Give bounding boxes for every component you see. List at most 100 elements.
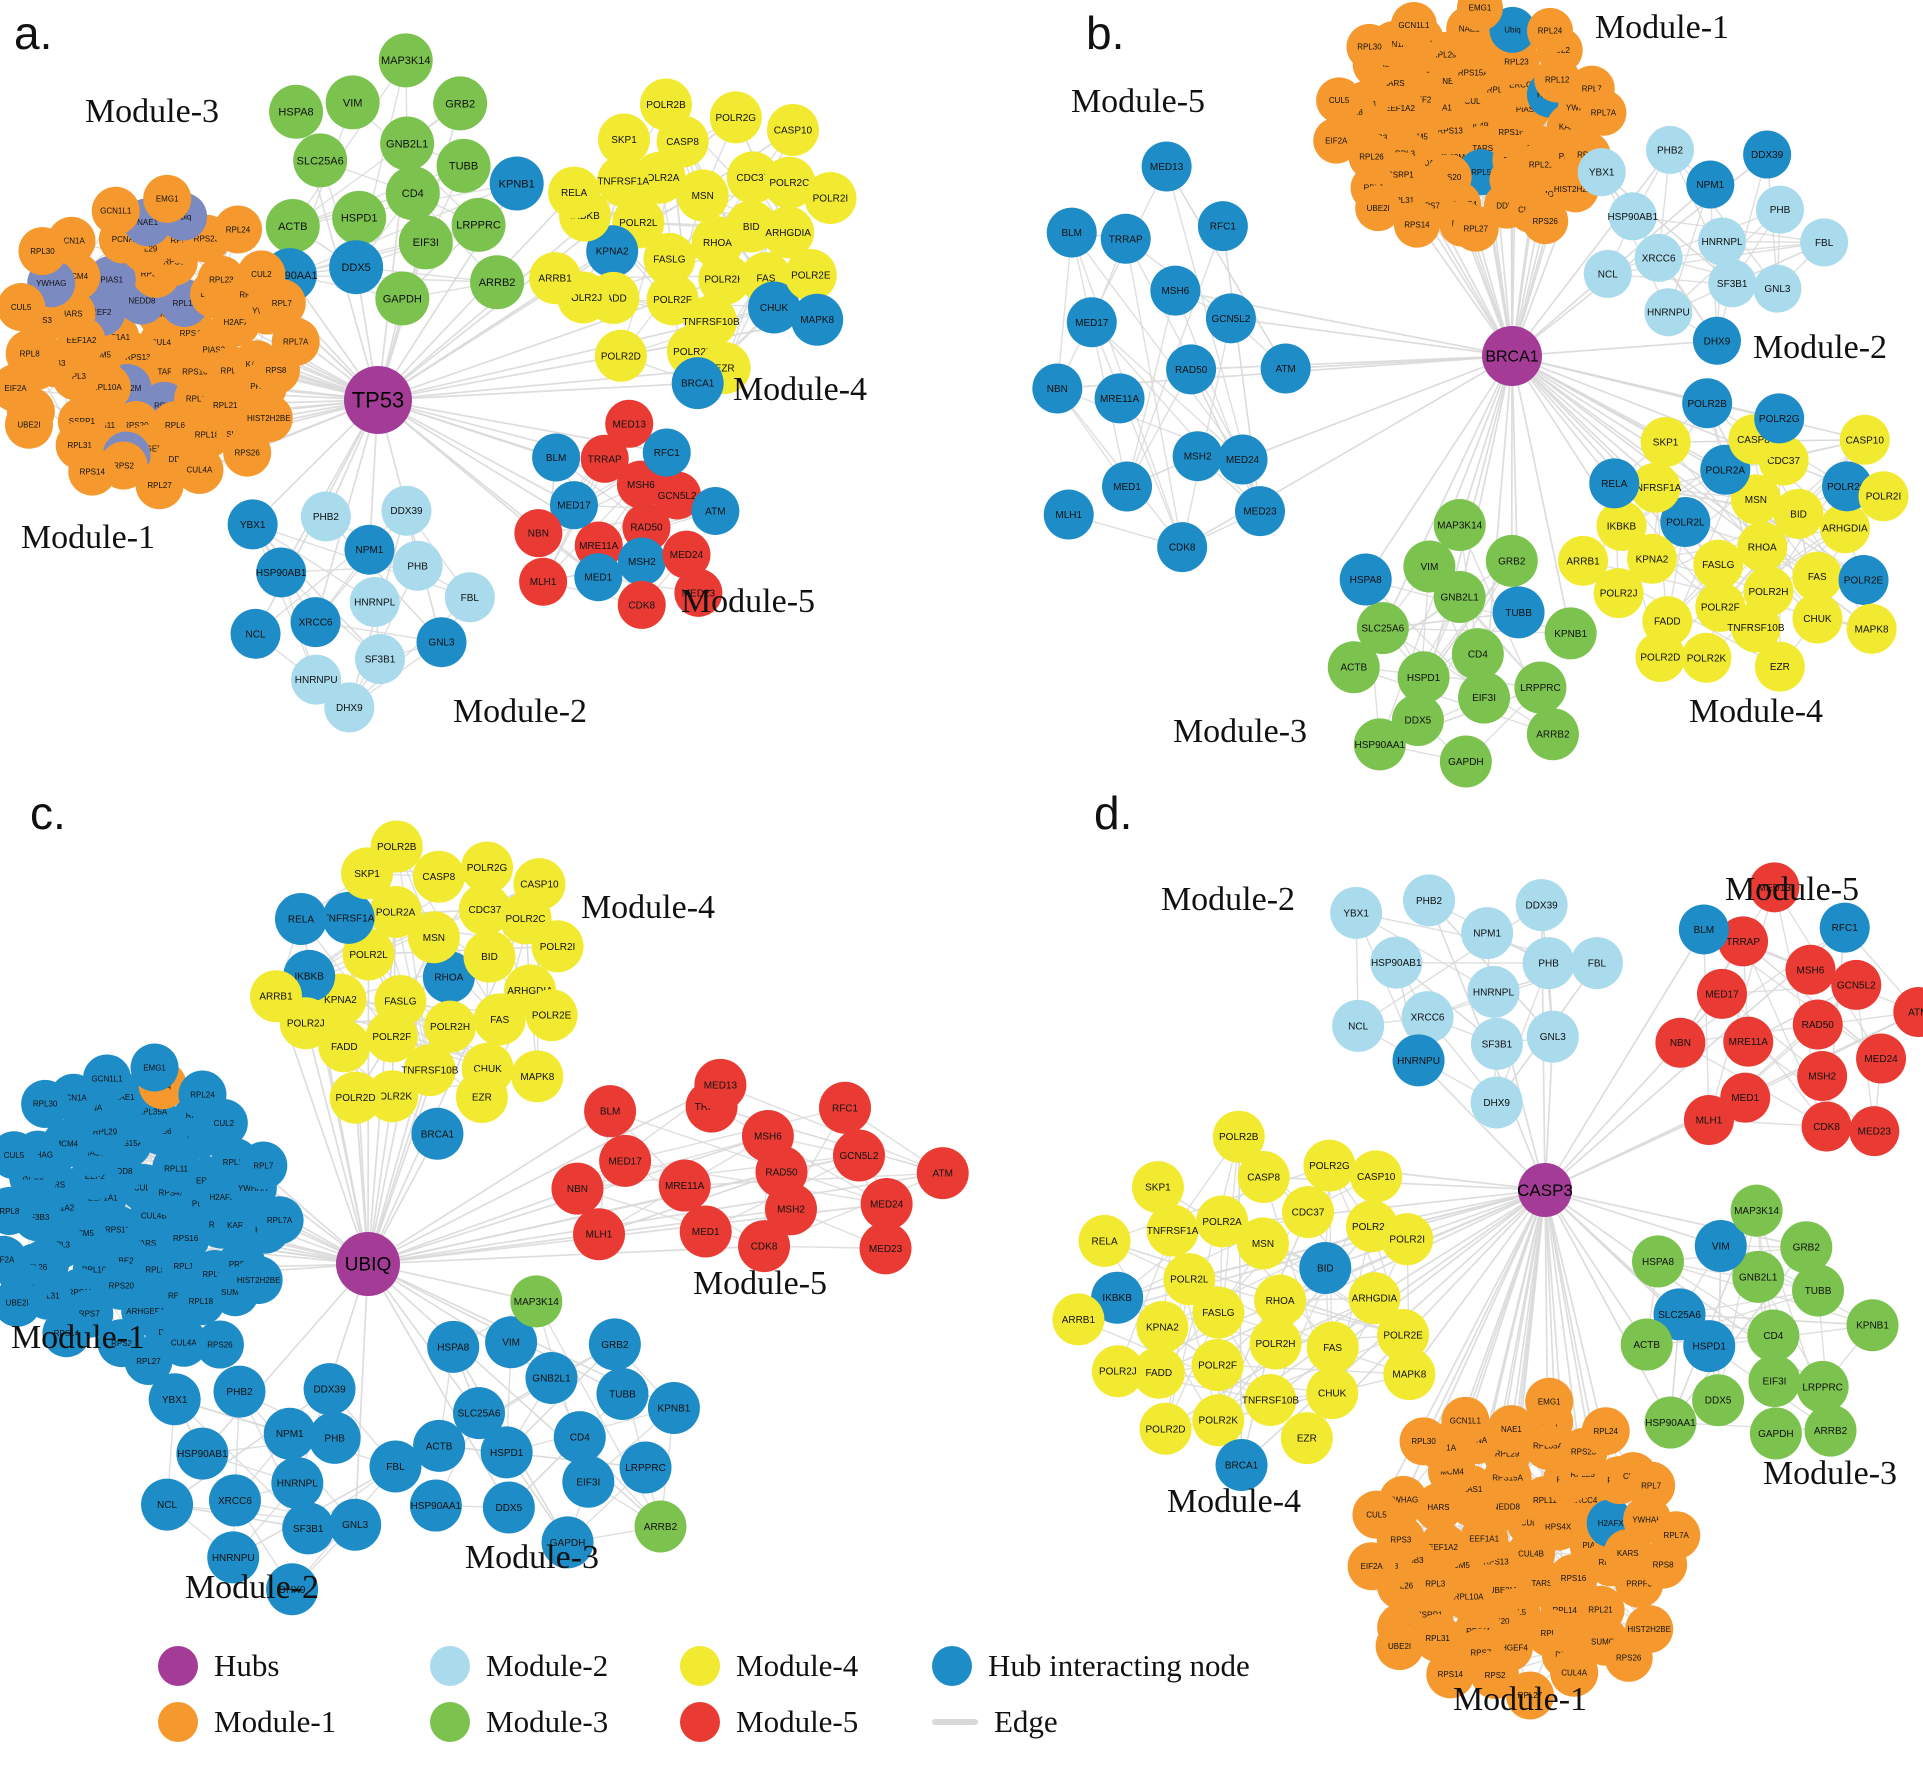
- node-circle[interactable]: [1596, 500, 1647, 551]
- node-hnrnpl[interactable]: HNRNPL: [1467, 965, 1520, 1018]
- node-eif2a[interactable]: EIF2A: [1347, 1542, 1396, 1591]
- node-casp10[interactable]: CASP10: [1350, 1150, 1403, 1203]
- node-circle[interactable]: [1043, 489, 1094, 540]
- node-circle[interactable]: [482, 1481, 535, 1534]
- node-circle[interactable]: [329, 1498, 382, 1551]
- node-msh6[interactable]: MSH6: [741, 1110, 794, 1163]
- node-polr2d[interactable]: POLR2D: [594, 329, 647, 382]
- node-circle[interactable]: [207, 1531, 260, 1584]
- node-phb[interactable]: PHB: [308, 1411, 361, 1464]
- node-kpnb1[interactable]: KPNB1: [489, 156, 544, 211]
- node-sf3b1[interactable]: SF3B1: [355, 634, 406, 685]
- node-trrap[interactable]: TRRAP: [580, 434, 629, 483]
- node-npm1[interactable]: NPM1: [1686, 160, 1735, 209]
- node-circle[interactable]: [588, 1318, 641, 1371]
- node-cul4a[interactable]: CUL4A: [159, 1318, 208, 1367]
- node-circle[interactable]: [1451, 628, 1504, 681]
- node-eif2a[interactable]: EIF2A: [1313, 117, 1360, 164]
- node-circle[interactable]: [282, 1502, 335, 1555]
- node-bid[interactable]: BID: [463, 930, 516, 983]
- node-msh2[interactable]: MSH2: [617, 537, 666, 586]
- node-rpl27[interactable]: RPL27: [1452, 205, 1499, 252]
- node-circle[interactable]: [485, 1316, 538, 1369]
- node-circle[interactable]: [1644, 288, 1693, 337]
- node-hspd1[interactable]: HSPD1: [1397, 651, 1450, 704]
- node-circle[interactable]: [1773, 488, 1824, 539]
- node-circle[interactable]: [244, 394, 293, 443]
- node-circle[interactable]: [416, 617, 467, 668]
- node-med1[interactable]: MED1: [1102, 461, 1153, 512]
- node-circle[interactable]: [318, 1020, 371, 1073]
- node-gcn5l2[interactable]: GCN5L2: [653, 471, 702, 520]
- node-circle[interactable]: [1046, 207, 1097, 258]
- node-circle[interactable]: [470, 255, 525, 310]
- node-circle[interactable]: [422, 950, 475, 1003]
- node-circle[interactable]: [691, 487, 740, 536]
- node-polr2b[interactable]: POLR2B: [1682, 378, 1733, 429]
- node-arrb1[interactable]: ARRB1: [1558, 535, 1609, 586]
- node-grb2[interactable]: GRB2: [433, 76, 488, 131]
- node-polr2b[interactable]: POLR2B: [1212, 1110, 1265, 1163]
- node-circle[interactable]: [1166, 344, 1217, 395]
- node-circle[interactable]: [617, 537, 666, 586]
- node-circle[interactable]: [1260, 343, 1311, 394]
- node-circle[interactable]: [860, 1177, 913, 1230]
- node-circle[interactable]: [1356, 602, 1409, 655]
- node-lrpprc[interactable]: LRPPRC: [1796, 1360, 1849, 1413]
- node-vim[interactable]: VIM: [485, 1316, 538, 1369]
- node-xrcc6[interactable]: XRCC6: [1634, 233, 1683, 282]
- node-phb2[interactable]: PHB2: [300, 491, 351, 542]
- node-ddx39[interactable]: DDX39: [1743, 130, 1792, 179]
- node-polr2g[interactable]: POLR2G: [461, 841, 514, 894]
- node-tnfrsf1a[interactable]: TNFRSF1A: [322, 891, 375, 944]
- node-circle[interactable]: [130, 1043, 179, 1092]
- node-circle[interactable]: [329, 1071, 382, 1124]
- node-circle[interactable]: [1217, 434, 1268, 485]
- node-polr2j[interactable]: POLR2J: [1091, 1345, 1144, 1398]
- node-emg1[interactable]: EMG1: [1456, 0, 1503, 31]
- node-med1[interactable]: MED1: [574, 553, 623, 602]
- node-circle[interactable]: [586, 225, 639, 278]
- node-circle[interactable]: [230, 608, 281, 659]
- node-circle[interactable]: [1100, 213, 1151, 264]
- node-circle[interactable]: [255, 1196, 304, 1245]
- node-circle[interactable]: [541, 1516, 594, 1569]
- node-circle[interactable]: [433, 76, 488, 131]
- node-rfc1[interactable]: RFC1: [1197, 201, 1248, 252]
- node-circle[interactable]: [1522, 198, 1569, 245]
- node-trrap[interactable]: TRRAP: [1100, 213, 1151, 264]
- node-vim[interactable]: VIM: [325, 75, 380, 130]
- node-circle[interactable]: [1737, 521, 1788, 572]
- node-circle[interactable]: [765, 1183, 818, 1236]
- node-fbl[interactable]: FBL: [1570, 937, 1623, 990]
- node-hsp90ab1[interactable]: HSP90AB1: [1607, 192, 1658, 241]
- node-rpl27[interactable]: RPL27: [135, 461, 184, 510]
- node-circle[interactable]: [385, 166, 440, 221]
- node-polr2d[interactable]: POLR2D: [1139, 1402, 1192, 1455]
- node-map3k14[interactable]: MAP3K14: [1730, 1184, 1783, 1237]
- node-circle[interactable]: [642, 428, 691, 477]
- node-polr2i[interactable]: POLR2I: [531, 920, 584, 973]
- node-polr2j[interactable]: POLR2J: [1593, 568, 1644, 619]
- node-arrb1[interactable]: ARRB1: [1052, 1293, 1105, 1346]
- node-nbn[interactable]: NBN: [1032, 363, 1083, 414]
- node-rad50[interactable]: RAD50: [1792, 999, 1843, 1050]
- node-circle[interactable]: [748, 281, 801, 334]
- node-circle[interactable]: [1205, 293, 1256, 344]
- node-rpl8[interactable]: RPL8: [0, 1186, 34, 1235]
- node-rpl7a[interactable]: RPL7A: [271, 317, 320, 366]
- node-circle[interactable]: [1485, 534, 1538, 587]
- node-actb[interactable]: ACTB: [1327, 641, 1380, 694]
- node-hspd1[interactable]: HSPD1: [480, 1426, 533, 1479]
- node-ybx1[interactable]: YBX1: [227, 499, 278, 550]
- node-circle[interactable]: [599, 1134, 652, 1187]
- node-gapdh[interactable]: GAPDH: [1439, 735, 1492, 788]
- node-circle[interactable]: [1141, 141, 1192, 192]
- node-polr2g[interactable]: POLR2G: [709, 91, 762, 144]
- node-gcn1l1[interactable]: GCN1L1: [83, 1054, 132, 1103]
- node-hsp90aa1[interactable]: HSP90AA1: [1353, 718, 1406, 771]
- node-circle[interactable]: [1608, 192, 1657, 241]
- node-circle[interactable]: [510, 1275, 563, 1328]
- node-polr2l[interactable]: POLR2L: [1660, 497, 1711, 548]
- node-circle[interactable]: [791, 293, 844, 346]
